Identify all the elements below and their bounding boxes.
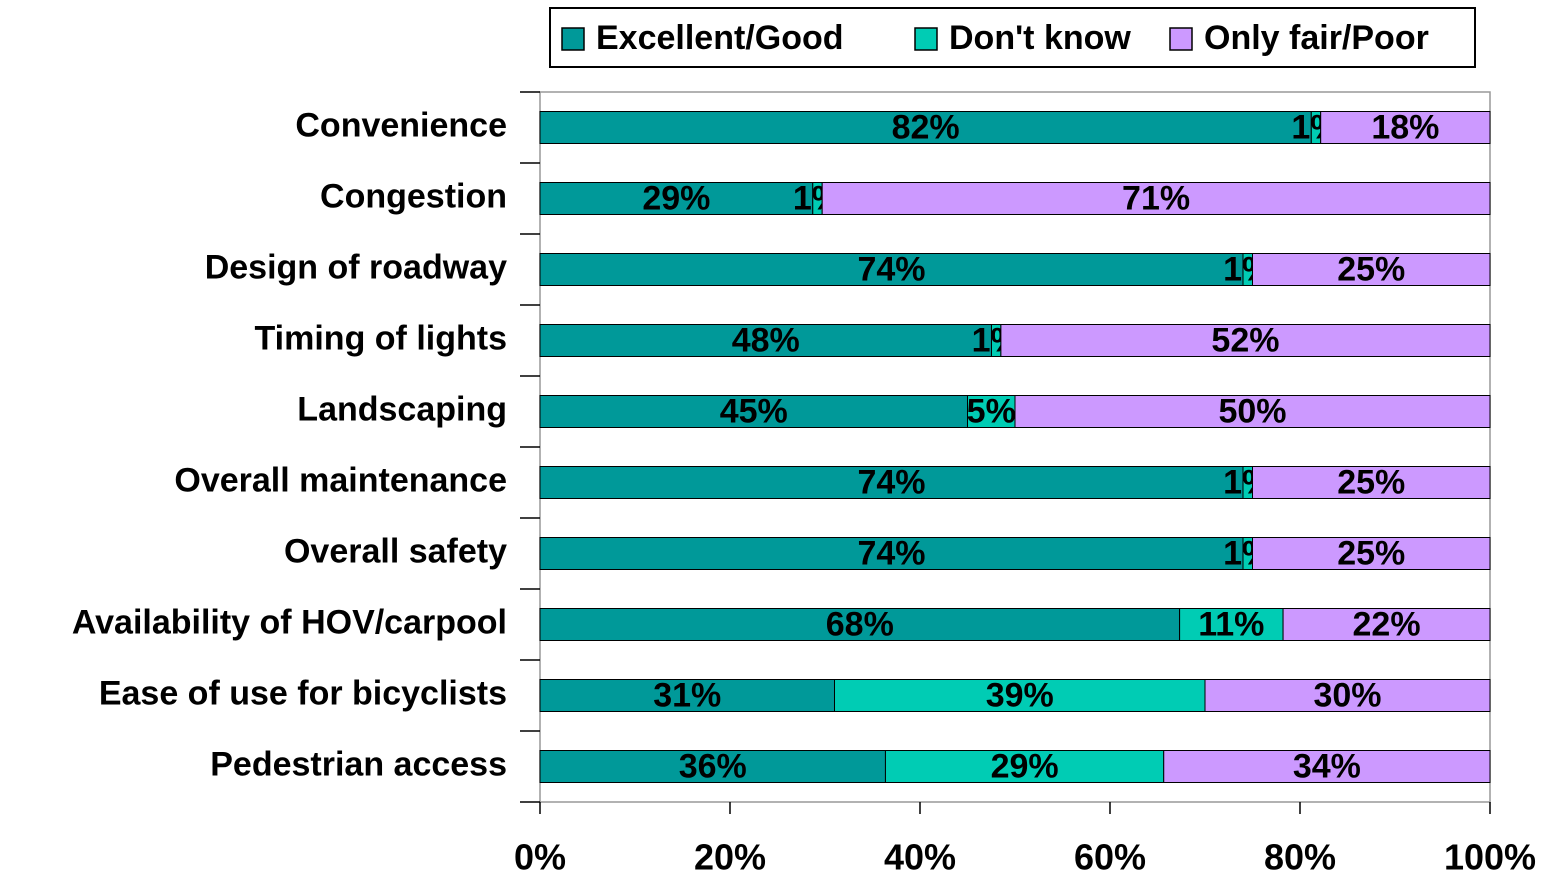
data-label: 36% [679,747,747,785]
bar-segment [834,679,1206,712]
data-label: 48% [732,321,800,359]
bar-segment [967,395,1016,428]
data-label: 52% [1211,321,1279,359]
legend-label: Don't know [949,19,1131,57]
bar-segment [1252,253,1491,286]
data-label: 18% [1371,108,1439,146]
legend-label: Excellent/Good [596,19,844,57]
data-label: 45% [720,392,788,430]
data-label: 71% [1122,179,1190,217]
bar-segment [539,537,1244,570]
bar-segment [539,679,835,712]
bar-segment [539,182,814,215]
data-label: 34% [1293,747,1361,785]
category-label: Ease of use for bicyclists [99,674,507,712]
data-label: 11% [1198,605,1264,643]
bar-segment [539,324,992,357]
bar-segment [1320,111,1491,144]
bar-segment [1000,324,1491,357]
data-label: 25% [1337,250,1405,288]
bar-segment [1163,750,1491,783]
category-label: Design of roadway [205,248,507,286]
category-label: Pedestrian access [210,745,507,783]
data-label: 82% [892,108,960,146]
bar-segment [1252,466,1491,499]
x-tick-label: 80% [1264,837,1336,878]
data-label: 31% [653,676,721,714]
category-label: Overall safety [284,532,507,570]
category-label: Landscaping [297,390,507,428]
data-label: 30% [1313,676,1381,714]
x-tick-label: 0% [514,837,566,878]
bar-segment [821,182,1491,215]
category-label: Availability of HOV/carpool [72,603,507,641]
data-label: 29% [991,747,1059,785]
category-label: Congestion [320,177,507,215]
data-label: 74% [857,534,925,572]
bar-segment [539,466,1244,499]
data-label: 39% [986,676,1054,714]
category-label: Timing of lights [255,319,507,357]
x-tick-label: 40% [884,837,956,878]
bar-segment [539,395,968,428]
category-label: Convenience [295,106,507,144]
bar-segment [1282,608,1491,641]
x-tick-label: 100% [1444,837,1536,878]
category-label: Overall maintenance [174,461,507,499]
data-label: 25% [1337,534,1405,572]
bar-segment [539,253,1244,286]
data-label: 25% [1337,463,1405,501]
bar-segment [539,750,886,783]
data-label: 5% [967,392,1016,430]
data-label: 68% [826,605,894,643]
bar-segment [539,111,1312,144]
bar-segment [1252,537,1491,570]
legend-label: Only fair/Poor [1204,19,1429,57]
x-tick-label: 60% [1074,837,1146,878]
legend-swatch [561,27,585,51]
x-tick-label: 20% [694,837,766,878]
data-label: 29% [642,179,710,217]
legend-box [549,7,1476,68]
legend-swatch [1169,27,1193,51]
bar-segment [1014,395,1491,428]
data-label: 22% [1353,605,1421,643]
data-label: 74% [857,250,925,288]
data-label: 74% [857,463,925,501]
bar-segment [1204,679,1491,712]
data-label: 50% [1218,392,1286,430]
legend-swatch [914,27,938,51]
